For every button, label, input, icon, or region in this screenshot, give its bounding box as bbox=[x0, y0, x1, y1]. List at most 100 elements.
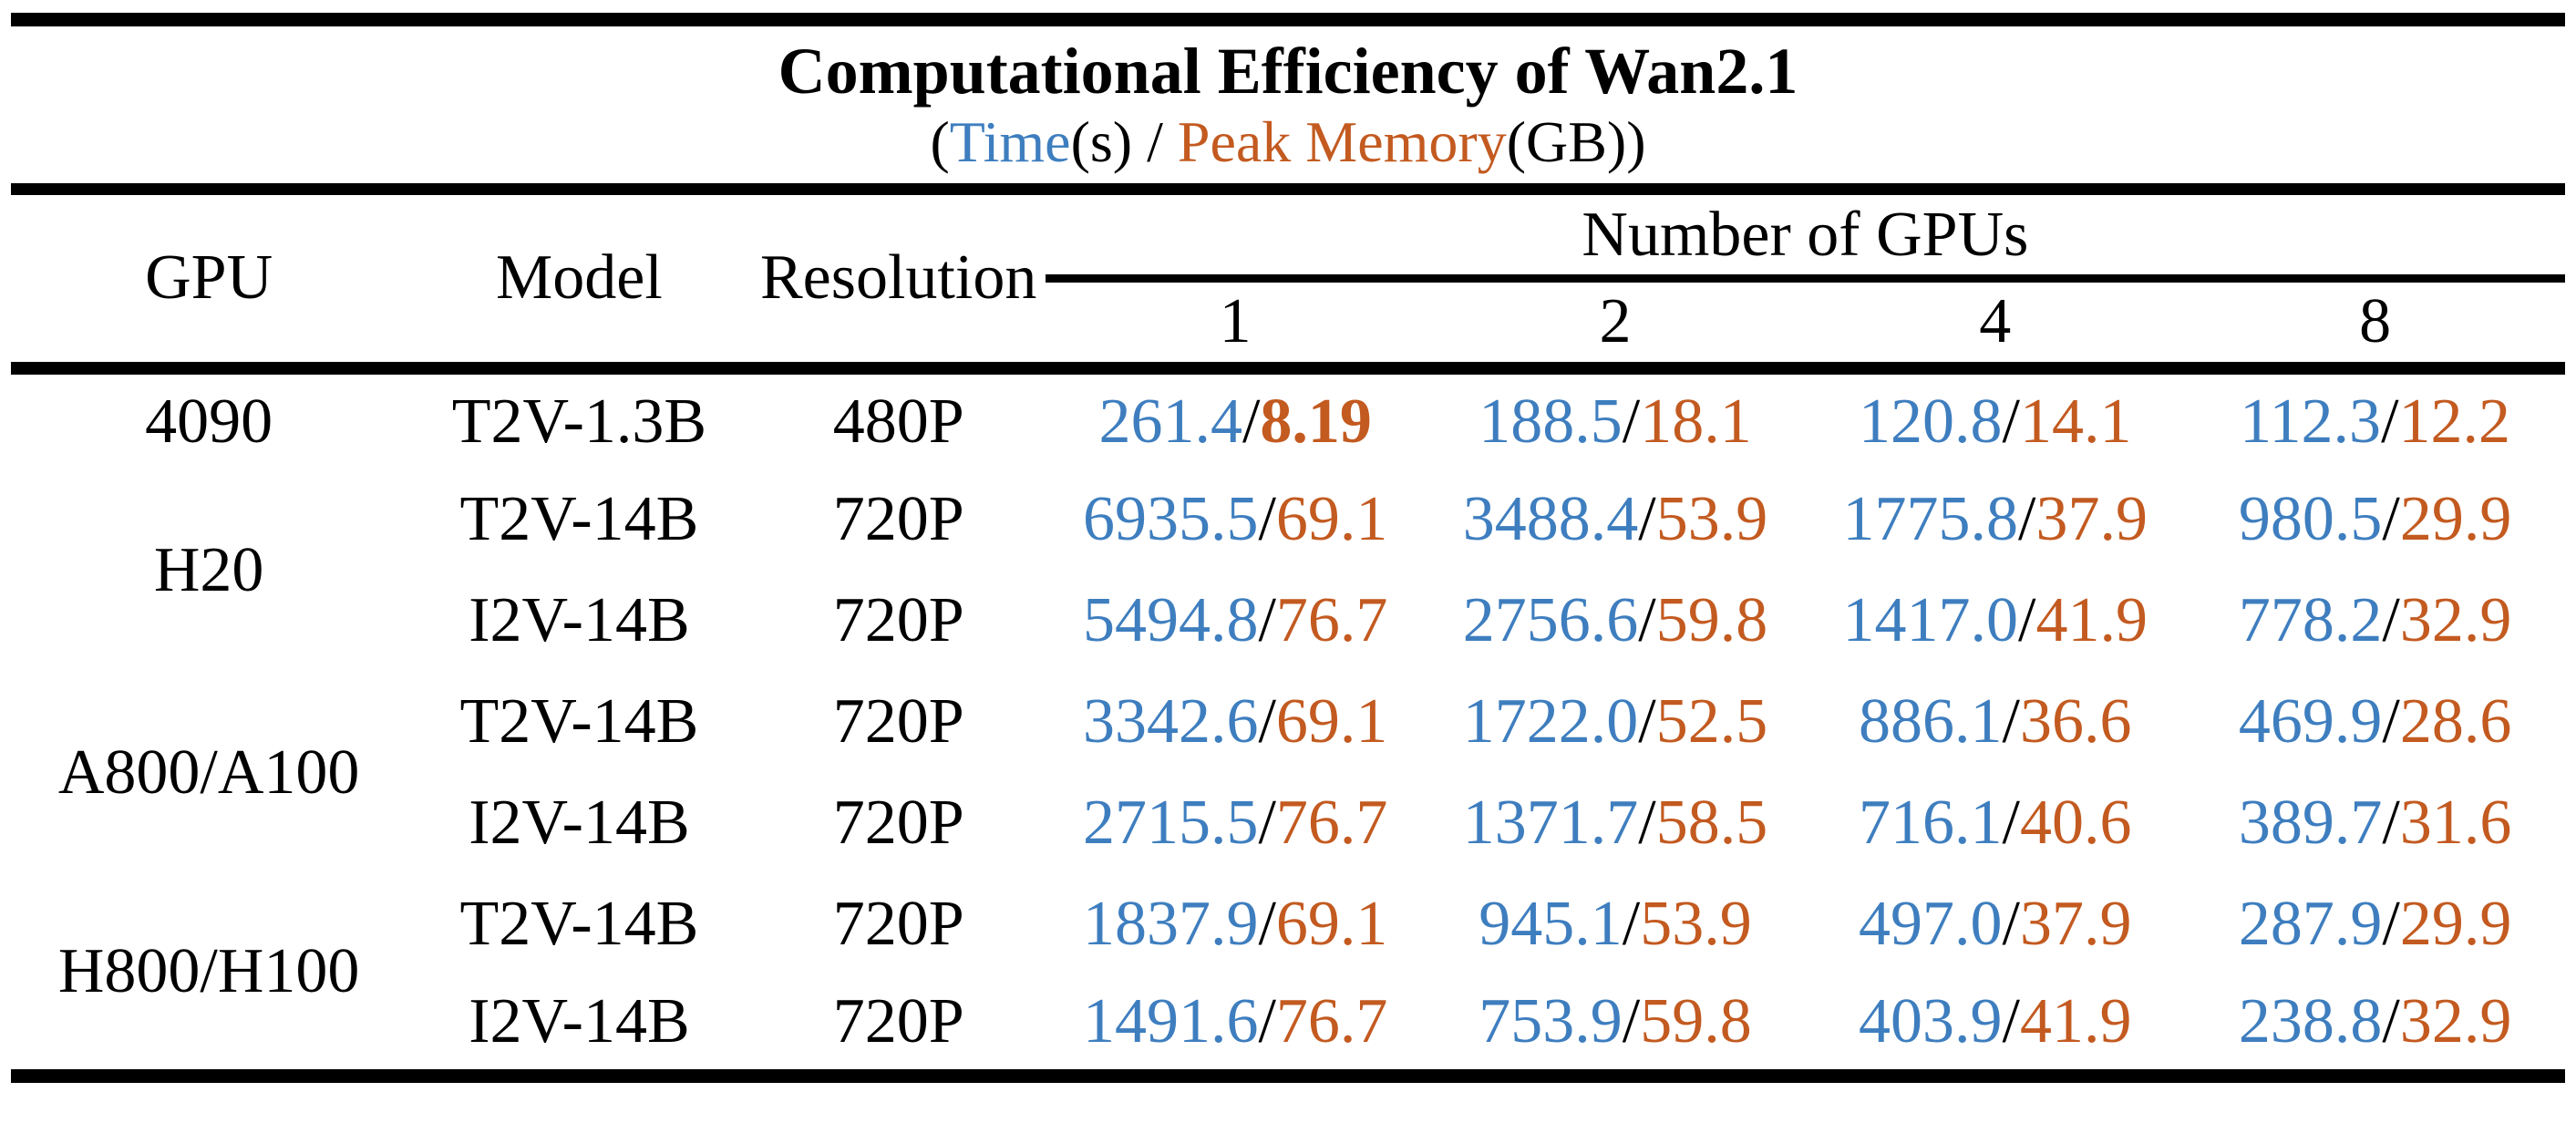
time-value: 497.0 bbox=[1859, 889, 2003, 959]
memory-value: 37.9 bbox=[2035, 484, 2148, 554]
value-separator: / bbox=[2382, 889, 2400, 959]
value-cell: 469.9/28.6 bbox=[2185, 672, 2565, 773]
value-cell: 497.0/37.9 bbox=[1805, 874, 2185, 975]
memory-value: 29.9 bbox=[2399, 484, 2512, 554]
value-separator: / bbox=[2381, 386, 2399, 457]
value-separator: / bbox=[2002, 788, 2020, 858]
time-value: 5494.8 bbox=[1082, 585, 1259, 655]
time-value: 778.2 bbox=[2238, 585, 2383, 655]
value-cell: 188.5/18.1 bbox=[1426, 368, 1806, 469]
memory-value: 8.19 bbox=[1260, 386, 1372, 457]
model-label: T2V-14B bbox=[459, 889, 699, 959]
value-separator: / bbox=[2002, 386, 2020, 457]
value-cell: 753.9/59.8 bbox=[1426, 975, 1806, 1077]
value-separator: / bbox=[2382, 585, 2400, 655]
time-value: 1837.9 bbox=[1082, 889, 1259, 959]
time-value: 403.9 bbox=[1859, 986, 2003, 1057]
resolution-label: 720P bbox=[832, 484, 964, 554]
time-value: 1722.0 bbox=[1462, 686, 1639, 757]
memory-value: 12.2 bbox=[2398, 386, 2511, 457]
time-value: 945.1 bbox=[1479, 889, 1623, 959]
value-separator: / bbox=[2002, 986, 2020, 1057]
value-separator: / bbox=[1258, 986, 1276, 1057]
value-separator: / bbox=[2018, 585, 2036, 655]
memory-value: 36.6 bbox=[2020, 686, 2132, 757]
time-value: 2756.6 bbox=[1462, 585, 1639, 655]
time-value: 980.5 bbox=[2238, 484, 2383, 554]
col-header-gpus-2: 2 bbox=[1425, 278, 1806, 375]
memory-value: 52.5 bbox=[1655, 686, 1768, 757]
value-separator: / bbox=[1622, 386, 1641, 457]
time-value: 753.9 bbox=[1479, 986, 1623, 1057]
memory-value: 76.7 bbox=[1275, 788, 1388, 858]
memory-value: 76.7 bbox=[1275, 986, 1388, 1057]
value-cell: 238.8/32.9 bbox=[2185, 975, 2565, 1077]
memory-value: 69.1 bbox=[1275, 889, 1388, 959]
title-row: Computational Efficiency of Wan2.1 (Time… bbox=[11, 19, 2565, 195]
subtitle-memory-unit: (GB)) bbox=[1506, 109, 1646, 174]
resolution-label: 720P bbox=[832, 986, 964, 1057]
time-value: 1491.6 bbox=[1082, 986, 1259, 1057]
gpu-label: H20 bbox=[153, 534, 264, 605]
model-label: I2V-14B bbox=[469, 585, 690, 655]
value-separator: / bbox=[2002, 686, 2020, 757]
memory-value: 59.8 bbox=[1640, 986, 1752, 1057]
resolution-label: 720P bbox=[832, 788, 964, 858]
col-header-gpus-4: 4 bbox=[1805, 278, 2186, 375]
resolution-label: 480P bbox=[832, 386, 964, 457]
col-header-gpus-8: 8 bbox=[2185, 278, 2565, 375]
page: Computational Efficiency of Wan2.1 (Time… bbox=[11, 13, 2565, 1083]
memory-value: 41.9 bbox=[2020, 986, 2132, 1057]
memory-value: 59.8 bbox=[1655, 585, 1768, 655]
value-cell: 716.1/40.6 bbox=[1805, 773, 2185, 874]
table-row: H800/H100 T2V-14B 720P 1837.9/69.1 945.1… bbox=[11, 874, 2565, 1006]
memory-value: 18.1 bbox=[1640, 386, 1752, 457]
resolution-label: 720P bbox=[832, 889, 964, 959]
col-header-number-of-gpus: Number of GPUs bbox=[1045, 189, 2565, 283]
model-label: T2V-14B bbox=[459, 484, 699, 554]
time-value: 120.8 bbox=[1859, 386, 2003, 457]
memory-value: 37.9 bbox=[2020, 889, 2132, 959]
table-row: 4090 T2V-1.3B 480P 261.4/8.19 188.5/18.1… bbox=[11, 368, 2565, 469]
value-separator: / bbox=[1242, 386, 1261, 457]
memory-value: 76.7 bbox=[1275, 585, 1388, 655]
table-subtitle: (Time(s) / Peak Memory(GB)) bbox=[11, 110, 2565, 174]
value-separator: / bbox=[1622, 986, 1641, 1057]
value-cell: 287.9/29.9 bbox=[2185, 874, 2565, 975]
time-value: 6935.5 bbox=[1082, 484, 1259, 554]
time-value: 188.5 bbox=[1479, 386, 1623, 457]
header-row-top: GPU Model Resolution Number of GPUs bbox=[11, 189, 2565, 375]
memory-value: 69.1 bbox=[1275, 484, 1388, 554]
value-cell: 1775.8/37.9 bbox=[1805, 469, 2185, 571]
value-separator: / bbox=[1638, 788, 1656, 858]
value-cell: 1837.9/69.1 bbox=[1046, 874, 1426, 975]
value-separator: / bbox=[1638, 686, 1656, 757]
table-row: I2V-14B 720P 5494.8/76.7 2756.6/59.8 141… bbox=[11, 571, 2565, 672]
memory-value: 29.9 bbox=[2399, 889, 2512, 959]
time-value: 3488.4 bbox=[1462, 484, 1639, 554]
value-cell: 2756.6/59.8 bbox=[1426, 571, 1806, 672]
memory-value: 41.9 bbox=[2035, 585, 2148, 655]
memory-value: 28.6 bbox=[2399, 686, 2512, 757]
time-value: 261.4 bbox=[1098, 386, 1242, 457]
value-separator: / bbox=[2002, 889, 2020, 959]
value-cell: 945.1/53.9 bbox=[1426, 874, 1806, 975]
col-header-gpus-1: 1 bbox=[1045, 278, 1426, 375]
time-value: 1371.7 bbox=[1462, 788, 1639, 858]
value-separator: / bbox=[2382, 686, 2400, 757]
time-value: 886.1 bbox=[1859, 686, 2003, 757]
memory-value: 14.1 bbox=[2020, 386, 2132, 457]
value-separator: / bbox=[2018, 484, 2036, 554]
subtitle-memory-label: Peak Memory bbox=[1177, 109, 1507, 174]
memory-value: 53.9 bbox=[1655, 484, 1768, 554]
memory-value: 69.1 bbox=[1275, 686, 1388, 757]
value-separator: / bbox=[1258, 686, 1276, 757]
value-cell: 3488.4/53.9 bbox=[1426, 469, 1806, 571]
model-label: I2V-14B bbox=[469, 788, 690, 858]
time-value: 287.9 bbox=[2238, 889, 2383, 959]
model-label: T2V-1.3B bbox=[451, 386, 707, 457]
col-header-resolution: Resolution bbox=[751, 189, 1046, 375]
value-cell: 112.3/12.2 bbox=[2185, 368, 2565, 469]
memory-value: 58.5 bbox=[1655, 788, 1768, 858]
value-cell: 5494.8/76.7 bbox=[1046, 571, 1426, 672]
